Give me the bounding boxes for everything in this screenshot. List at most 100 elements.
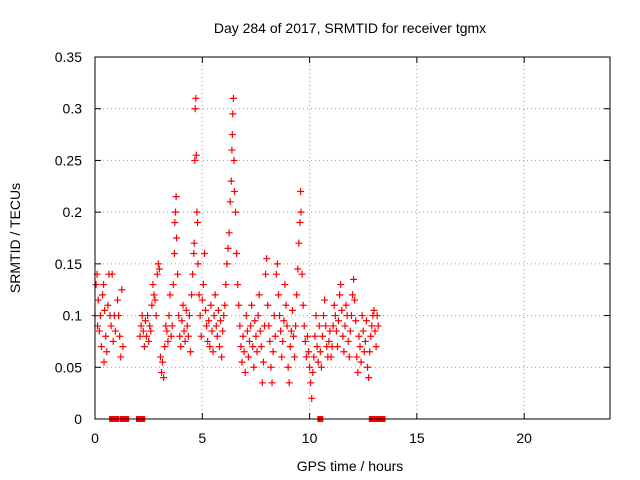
data-point — [151, 296, 159, 304]
data-point — [259, 358, 267, 366]
data-point — [257, 343, 265, 351]
data-point — [180, 327, 188, 335]
data-point — [268, 379, 276, 387]
data-point — [213, 332, 221, 340]
data-point — [271, 332, 279, 340]
data-point — [256, 327, 264, 335]
data-point — [174, 270, 182, 278]
data-point — [214, 306, 222, 314]
data-point — [155, 265, 163, 273]
data-point — [265, 322, 273, 330]
data-point — [230, 187, 238, 195]
data-point — [141, 317, 149, 325]
x-tick-label: 10 — [302, 430, 318, 446]
data-point — [195, 291, 203, 299]
data-point — [244, 353, 252, 361]
data-point — [103, 348, 111, 356]
data-point — [95, 327, 103, 335]
data-point — [366, 348, 374, 356]
data-point — [269, 348, 277, 356]
data-point — [281, 281, 289, 289]
data-point — [150, 291, 158, 299]
data-point — [199, 281, 207, 289]
data-point — [351, 296, 359, 304]
data-point — [255, 291, 263, 299]
data-point — [190, 250, 198, 258]
data-point — [354, 368, 362, 376]
data-point — [97, 343, 105, 351]
data-point — [262, 270, 270, 278]
data-point — [145, 337, 153, 345]
data-point — [109, 337, 117, 345]
data-point — [329, 322, 337, 330]
data-point — [293, 291, 301, 299]
data-point — [208, 327, 216, 335]
data-point — [301, 337, 309, 345]
data-point — [267, 363, 275, 371]
data-point — [203, 322, 211, 330]
data-point — [173, 234, 181, 242]
data-point — [283, 322, 291, 330]
data-point — [223, 260, 231, 268]
data-point — [204, 337, 212, 345]
data-point — [240, 348, 248, 356]
data-point — [272, 270, 280, 278]
data-point — [147, 327, 155, 335]
data-point — [258, 379, 266, 387]
y-tick-label: 0.35 — [55, 49, 82, 65]
data-point — [361, 337, 369, 345]
data-point — [341, 322, 349, 330]
data-point — [315, 322, 323, 330]
data-point — [158, 368, 166, 376]
data-point — [186, 348, 194, 356]
data-point — [152, 312, 160, 320]
data-point — [101, 306, 109, 314]
data-point — [306, 363, 314, 371]
data-point — [299, 301, 307, 309]
data-point — [242, 312, 250, 320]
data-point — [168, 322, 176, 330]
data-point — [305, 348, 313, 356]
data-point — [211, 291, 219, 299]
data-point — [372, 343, 380, 351]
data-point — [297, 208, 305, 216]
data-point — [217, 317, 225, 325]
x-axis-title: GPS time / hours — [297, 458, 404, 474]
data-point — [115, 312, 123, 320]
data-point — [236, 322, 244, 330]
data-point — [100, 281, 108, 289]
data-point — [207, 301, 215, 309]
data-point — [345, 353, 353, 361]
data-point — [181, 337, 189, 345]
data-point — [234, 281, 242, 289]
data-point — [136, 332, 144, 340]
x-tick-labels: 0 5 10 15 20 — [91, 430, 532, 446]
data-point — [139, 327, 147, 335]
data-point — [307, 379, 315, 387]
data-point — [335, 317, 343, 325]
data-point — [165, 312, 173, 320]
data-point — [278, 353, 286, 361]
data-point — [337, 281, 345, 289]
data-point — [249, 343, 257, 351]
data-point — [228, 146, 236, 154]
x-tick-label: 15 — [409, 430, 425, 446]
data-point — [107, 322, 115, 330]
data-point — [296, 218, 304, 226]
data-point — [198, 296, 206, 304]
x-tick-label: 0 — [91, 430, 99, 446]
data-point — [209, 348, 217, 356]
data-point — [297, 187, 305, 195]
data-point — [171, 208, 179, 216]
data-point — [291, 353, 299, 361]
data-point — [316, 348, 324, 356]
data-point — [225, 229, 233, 237]
data-point — [202, 306, 210, 314]
data-point — [321, 296, 329, 304]
data-point — [212, 322, 220, 330]
data-point — [300, 322, 308, 330]
data-point — [100, 358, 108, 366]
data-point — [243, 327, 251, 335]
data-point — [309, 368, 317, 376]
data-point — [280, 317, 288, 325]
